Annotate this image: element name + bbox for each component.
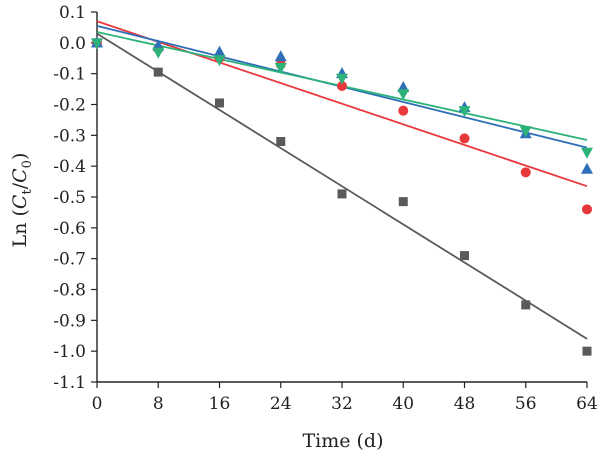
y-tick-label: -0.1 [53,65,86,85]
x-axis-label: Time (d) [302,430,383,452]
point-circle [459,133,470,144]
y-tick-label: -0.7 [53,250,86,270]
x-tick-label: 16 [209,394,231,414]
point-circle [520,167,531,178]
x-tick-label: 48 [454,394,476,414]
point-triangle-down [213,55,226,67]
y-tick-label: -0.4 [53,157,86,177]
y-axis-ticks: 0.1 0.0 -0.1 -0.2 -0.3 -0.4 -0.5 -0.6 -0.7 -0.8 -0… [53,3,97,393]
point-square [276,137,286,146]
y-tick-label: -0.8 [53,281,86,301]
point-triangle-down [397,89,410,101]
point-triangle-down [519,126,532,138]
point-square [337,189,347,199]
point-square [460,251,469,261]
point-triangle-down [91,38,103,50]
y-label-c1: C [9,194,31,209]
y-label-sub1: t [20,189,35,195]
fit-line-square [96,32,588,340]
x-tick-label: 0 [92,394,103,414]
point-square [582,346,592,356]
point-triangle-up [581,162,593,174]
y-tick-label: -0.3 [53,126,86,146]
y-tick-label: -0.9 [53,311,86,331]
y-label-suffix: ) [9,153,31,160]
y-tick-label: -1.1 [53,373,86,393]
point-square [153,67,163,77]
point-triangle-down [274,63,287,74]
point-square [521,300,531,310]
y-label-sub2: 0 [20,160,35,168]
fit-line-circle [96,20,588,188]
y-label-c2: C [9,168,31,183]
y-tick-label: -0.2 [53,96,86,116]
y-tick-label: 0.0 [59,34,86,54]
data-points [91,36,593,356]
y-tick-label: 0.1 [59,3,86,23]
y-tick-label: -1.0 [53,342,86,362]
x-axis-ticks: 0 8 16 24 32 40 48 56 64 [92,382,598,414]
x-tick-label: 32 [331,394,353,414]
y-tick-label: -0.5 [53,188,86,208]
point-triangle-up [213,45,226,57]
point-triangle-down [581,147,593,159]
point-circle [582,204,592,215]
x-tick-label: 64 [576,394,598,414]
point-triangle-up [274,50,287,62]
point-square [215,98,224,108]
point-triangle-down [336,73,348,85]
x-tick-label: 56 [515,394,537,414]
y-tick-label: -0.6 [53,219,86,239]
y-label-prefix: Ln ( [9,209,31,247]
point-triangle-down [458,106,471,118]
x-tick-label: 40 [392,394,414,414]
x-tick-label: 24 [270,394,292,414]
point-triangle-down [152,47,165,59]
y-label-slash: / [9,182,31,189]
point-square [398,197,408,207]
x-tick-label: 8 [153,394,164,414]
point-circle [337,81,347,91]
y-axis-label: Ln (Ct/C0) [9,153,35,248]
point-circle [398,105,409,116]
